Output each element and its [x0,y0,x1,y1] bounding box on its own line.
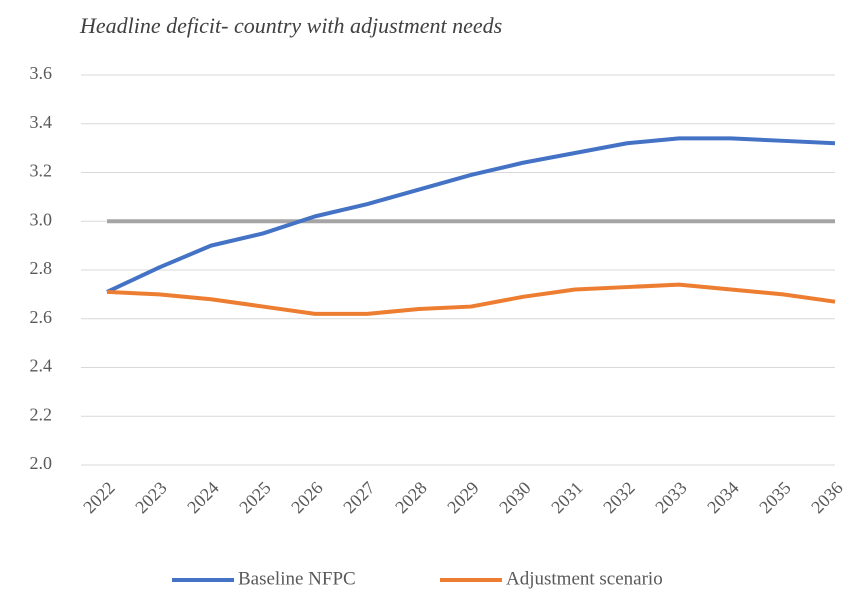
y-tick-label: 3.4 [30,112,53,132]
legend-label: Adjustment scenario [506,568,663,589]
x-tick-label: 2030 [495,478,535,518]
x-tick-label: 2029 [443,478,483,518]
x-tick-label: 2027 [339,478,379,518]
x-tick-label: 2031 [547,478,587,518]
x-tick-label: 2033 [651,478,691,518]
x-tick-label: 2023 [131,478,171,518]
x-tick-label: 2036 [807,478,844,518]
y-tick-label: 3.0 [30,209,53,229]
y-tick-label: 2.4 [30,356,53,376]
x-tick-label: 2034 [703,478,743,518]
y-tick-label: 2.8 [30,258,53,278]
legend-label: Baseline NFPC [238,568,356,589]
y-tick-label: 2.2 [30,404,53,424]
x-tick-label: 2032 [599,478,639,518]
series-line [106,282,836,316]
chart-title: Headline deficit- country with adjustmen… [79,13,502,38]
x-tick-label: 2024 [183,478,223,518]
x-tick-label: 2026 [287,478,327,518]
y-tick-label: 2.0 [30,453,53,473]
x-tick-label: 2035 [755,478,795,518]
y-tick-label: 3.6 [30,63,53,83]
y-tick-label: 3.2 [30,161,53,181]
x-tick-label: 2022 [79,478,119,518]
y-tick-label: 2.6 [30,307,53,327]
x-tick-label: 2025 [235,478,275,518]
x-tick-label: 2028 [391,478,431,518]
series-line [106,136,836,294]
